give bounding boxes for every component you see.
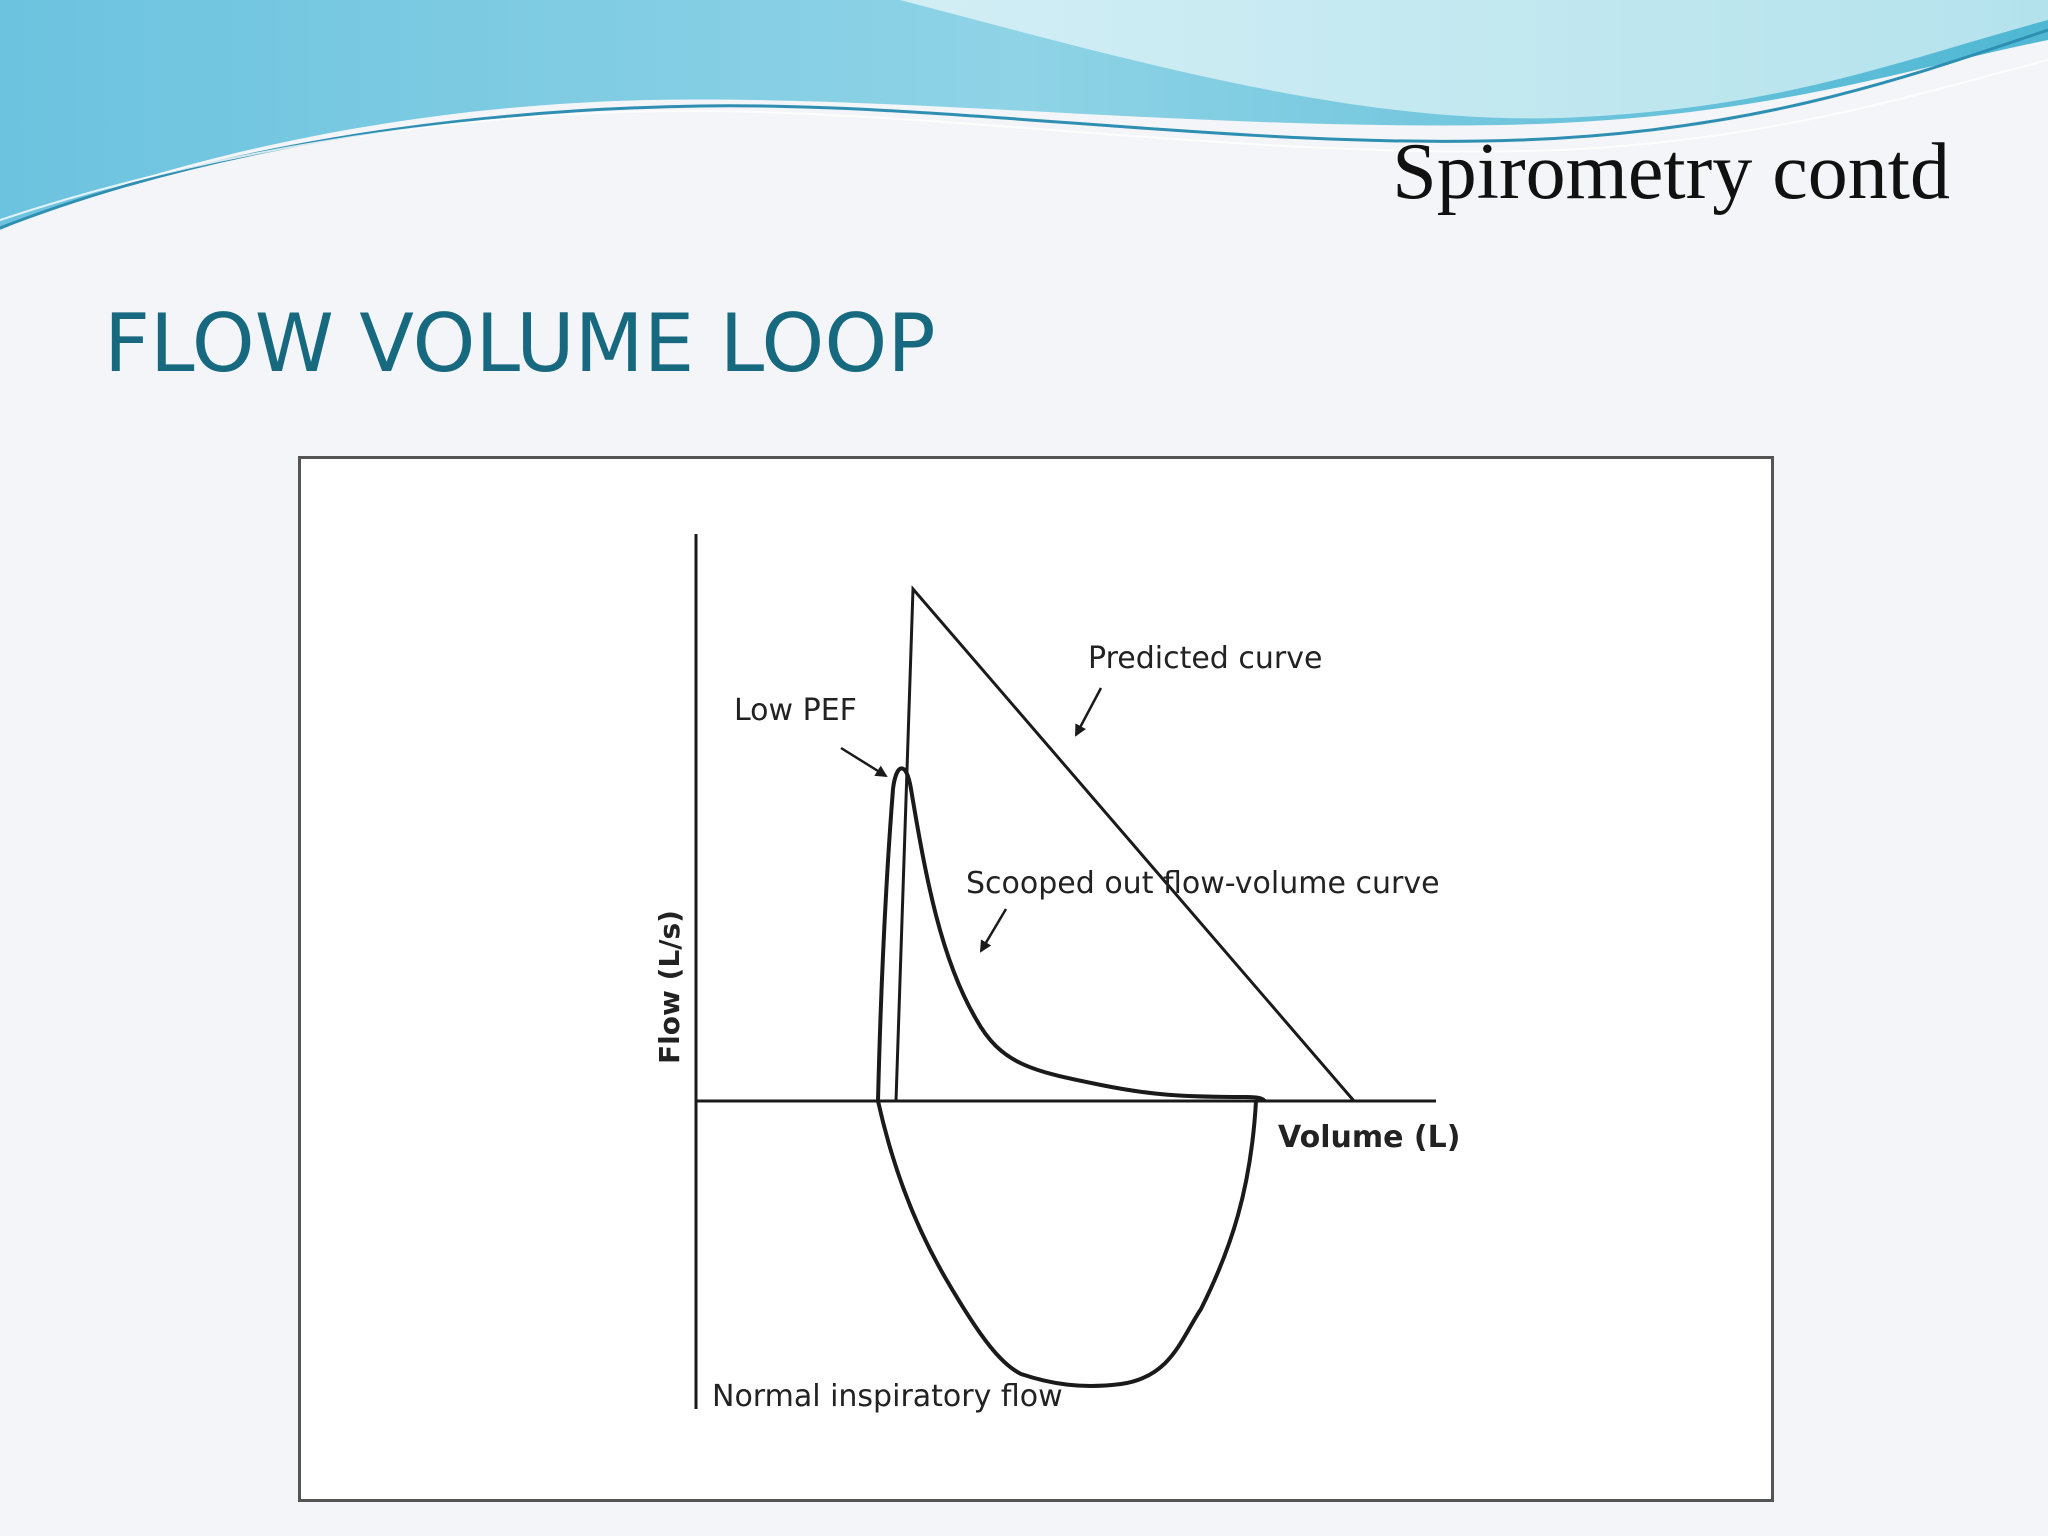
scooped-out-curve	[876, 766, 1267, 1103]
inspiratory-curve	[876, 1100, 1258, 1388]
flow-volume-diagram: Predicted curve Low PEF Scooped out flow…	[298, 456, 1774, 1502]
diagram-canvas: Predicted curve Low PEF Scooped out flow…	[653, 534, 1460, 1414]
scooped-out-label: Scooped out flow-volume curve	[966, 866, 1440, 901]
low-pef-arrow	[840, 746, 888, 778]
predicted-curve-label: Predicted curve	[1088, 641, 1322, 676]
y-axis-label: Flow (L/s)	[653, 910, 686, 1064]
x-axis-label: Volume (L)	[1278, 1120, 1460, 1155]
header-title: Spirometry contd	[1392, 128, 1950, 216]
predicted-curve	[894, 585, 1356, 1102]
predicted-curve-arrow	[1074, 687, 1103, 737]
slide-title: FLOW VOLUME LOOP	[104, 297, 936, 390]
low-pef-label: Low PEF	[734, 693, 857, 728]
normal-inspiratory-label: Normal inspiratory flow	[712, 1379, 1063, 1414]
header-wave-decoration	[0, 0, 2048, 230]
scooped-out-arrow	[979, 908, 1008, 953]
